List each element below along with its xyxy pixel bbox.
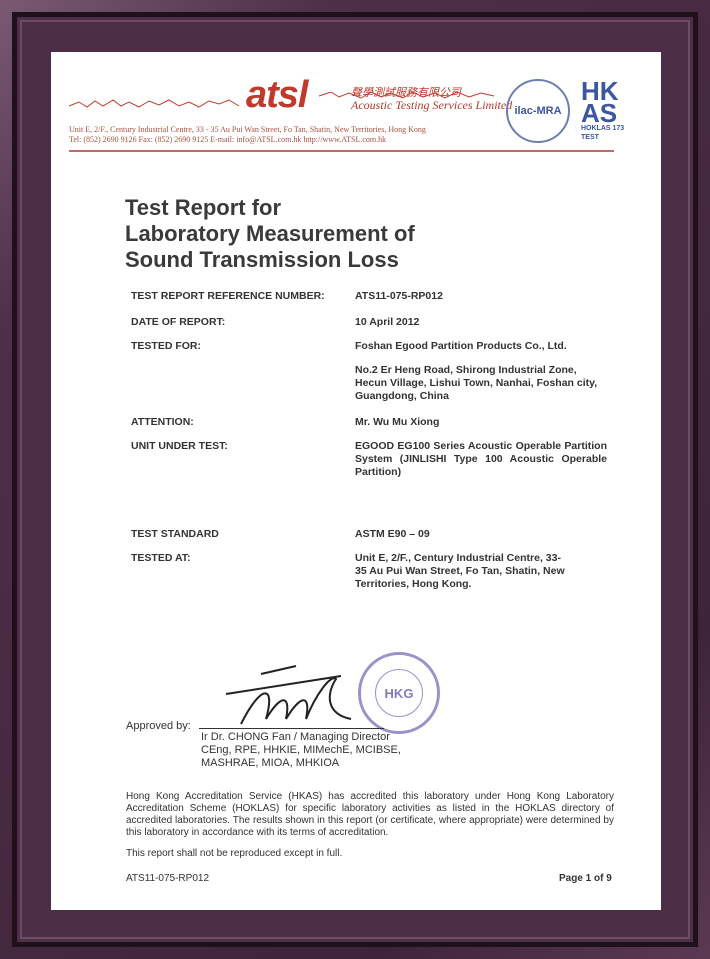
page-number: Page 1 of 9 xyxy=(559,873,612,884)
field-value: Unit E, 2/F., Century Industrial Centre,… xyxy=(355,552,565,590)
reproduction-notice: This report shall not be reproduced exce… xyxy=(126,848,343,859)
report-title: Test Report for Laboratory Measurement o… xyxy=(125,195,415,273)
approved-by-label: Approved by: xyxy=(126,720,191,732)
field-label: TESTED FOR: xyxy=(131,340,201,352)
field-label: TEST STANDARD xyxy=(131,528,219,540)
field-value: 10 April 2012 xyxy=(355,316,420,328)
address-line: Unit E, 2/F., Century Industrial Centre,… xyxy=(69,125,426,134)
company-seal: HKG xyxy=(358,652,440,734)
company-chinese-name: 聲學測試服務有限公司 xyxy=(351,87,461,99)
field-label: TESTED AT: xyxy=(131,552,191,564)
header-divider xyxy=(69,150,614,152)
company-address: Unit E, 2/F., Century Industrial Centre,… xyxy=(69,125,426,145)
hoklas-number: HOKLAS 173 TEST xyxy=(581,125,625,141)
sound-wave-decoration xyxy=(69,92,495,108)
signer-details: Ir Dr. CHONG Fan / Managing Director CEn… xyxy=(201,731,401,770)
letterhead: atsl 聲學測試服務有限公司 Acoustic Testing Service… xyxy=(51,52,661,167)
field-label: DATE OF REPORT: xyxy=(131,316,226,328)
contact-line: Tel: (852) 2690 9126 Fax: (852) 2690 912… xyxy=(69,135,387,144)
field-value: Mr. Wu Mu Xiong xyxy=(355,416,440,428)
hkas-text: HK AS xyxy=(581,76,619,128)
field-label: ATTENTION: xyxy=(131,416,194,428)
title-line: Test Report for xyxy=(125,195,282,220)
company-name: Acoustic Testing Services Limited xyxy=(351,98,513,112)
title-line: Sound Transmission Loss xyxy=(125,247,399,272)
certificate-page: atsl 聲學測試服務有限公司 Acoustic Testing Service… xyxy=(51,52,661,910)
field-value: ASTM E90 – 09 xyxy=(355,528,430,540)
signature xyxy=(225,665,352,725)
accreditation-statement: Hong Kong Accreditation Service (HKAS) h… xyxy=(126,791,614,838)
atsl-logo: atsl xyxy=(246,74,308,116)
signer-name: Ir Dr. CHONG Fan / Managing Director xyxy=(201,731,390,743)
signature-line xyxy=(199,728,384,729)
title-line: Laboratory Measurement of xyxy=(125,221,415,246)
signer-credentials: CEng, RPE, HHKIE, MIMechE, MCIBSE, xyxy=(201,744,401,756)
signer-credentials: MASHRAE, MIOA, MHKIOA xyxy=(201,757,340,769)
field-value: ATS11-075-RP012 xyxy=(355,290,443,302)
field-value: Foshan Egood Partition Products Co., Ltd… xyxy=(355,340,567,352)
hkas-logo: HK AS HOKLAS 173 TEST xyxy=(581,78,625,142)
field-value: EGOOD EG100 Series Acoustic Operable Par… xyxy=(355,440,607,478)
field-label: UNIT UNDER TEST: xyxy=(131,440,228,452)
field-value: No.2 Er Heng Road, Shirong Industrial Zo… xyxy=(355,364,598,402)
field-label: TEST REPORT REFERENCE NUMBER: xyxy=(131,290,325,302)
ilac-mra-logo: ilac-MRA xyxy=(506,79,570,143)
footer-reference: ATS11-075-RP012 xyxy=(126,873,210,884)
seal-logo: HKG xyxy=(375,669,423,717)
